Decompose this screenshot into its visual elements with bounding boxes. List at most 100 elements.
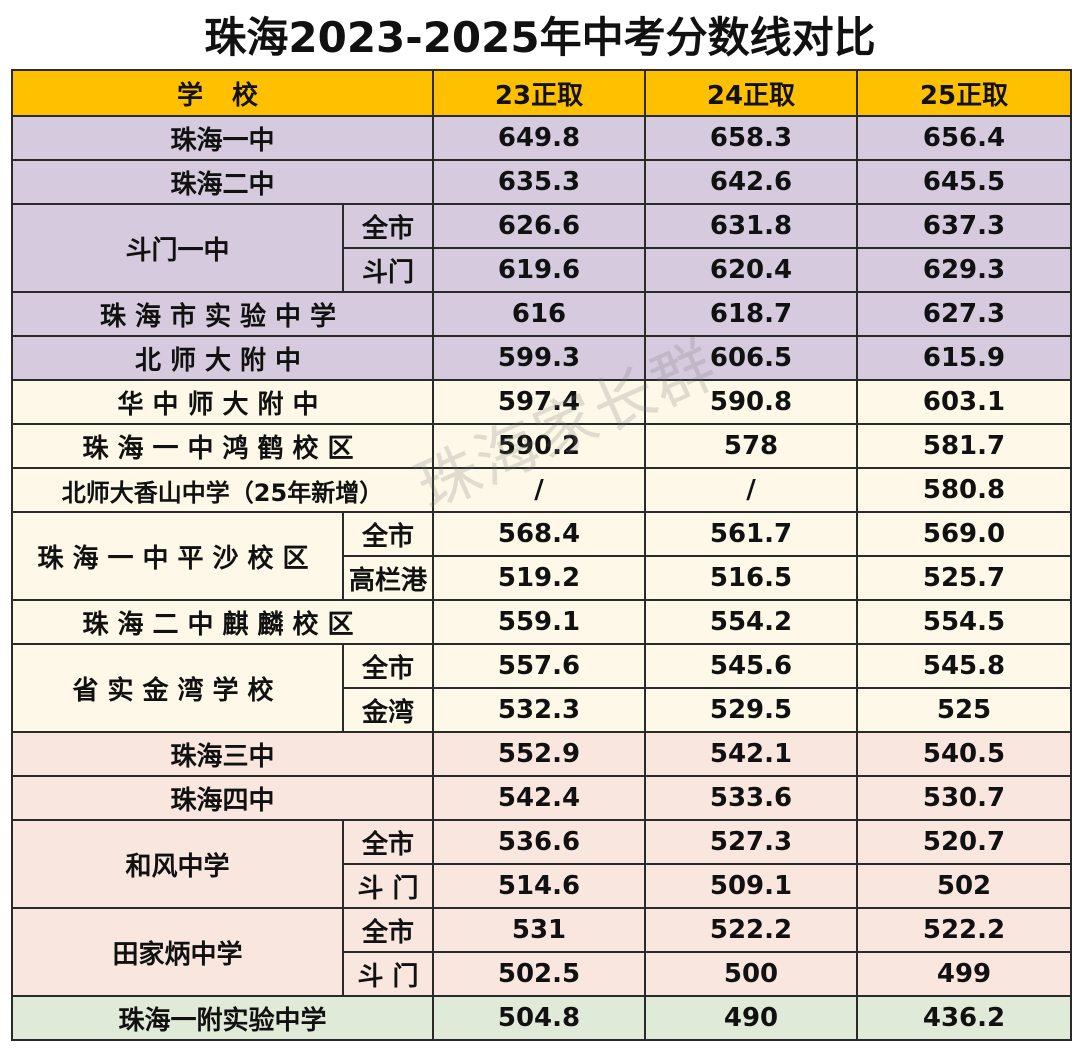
score-2025: 656.4: [856, 115, 1072, 161]
quota-category: 斗 门: [342, 951, 434, 997]
score-2024: 561.7: [644, 511, 858, 557]
table-row: 珠海四中 542.4 533.6 530.7: [11, 775, 1072, 821]
table-row: 珠海二中麒麟校区 559.1 554.2 554.5: [11, 599, 1072, 645]
score-2023: 616: [432, 291, 646, 337]
header-2025: 25正取: [856, 69, 1072, 117]
table-row: 珠海二中 635.3 642.6 645.5: [11, 159, 1072, 205]
quota-category: 斗门: [342, 247, 434, 293]
quota-category: 全市: [342, 203, 434, 249]
table-row: 斗门一中 全市 626.6 631.8 637.3: [11, 203, 1072, 293]
quota-category: 全市: [342, 819, 434, 865]
score-2024: 500: [644, 951, 858, 997]
score-2025: 629.3: [856, 247, 1072, 293]
score-2025: 603.1: [856, 379, 1072, 425]
school-name: 珠海四中: [11, 775, 434, 821]
table-row: 珠海三中 552.9 542.1 540.5: [11, 731, 1072, 777]
score-2023: 599.3: [432, 335, 646, 381]
score-2025: 627.3: [856, 291, 1072, 337]
table-row: 高栏港 519.2 516.5 525.7: [12, 555, 1072, 601]
score-2023: 531: [432, 907, 646, 953]
table-row: 北师大香山中学（25年新增） / / 580.8: [11, 467, 1072, 513]
table-row: 珠海市实验中学 616 618.7 627.3: [11, 291, 1072, 337]
table-row: 珠海一中鸿鹤校区 590.2 578 581.7: [11, 423, 1072, 469]
table-row: 省实金湾学校 全市 557.6 545.6 545.8: [11, 643, 1072, 733]
score-2025: 436.2: [856, 995, 1072, 1041]
score-2025: 525: [856, 687, 1072, 733]
score-2025: 645.5: [856, 159, 1072, 205]
header-school: 学 校: [11, 69, 434, 117]
score-2024: 522.2: [644, 907, 858, 953]
score-2024: 658.3: [644, 115, 858, 161]
table-row: 田家炳中学 全市 531 522.2 522.2: [11, 907, 1072, 997]
score-2025: 615.9: [856, 335, 1072, 381]
score-2023: 502.5: [432, 951, 646, 997]
page-title: 珠海2023-2025年中考分数线对比: [204, 13, 876, 62]
score-2024: 578: [644, 423, 858, 469]
score-2025: 637.3: [856, 203, 1072, 249]
score-2023: 536.6: [432, 819, 646, 865]
school-name: 省实金湾学校: [11, 643, 344, 733]
score-2025: 522.2: [856, 907, 1072, 953]
school-name: 和风中学: [11, 819, 344, 909]
score-2024: 509.1: [644, 863, 858, 909]
score-2023: 568.4: [432, 511, 646, 557]
score-2025: 530.7: [856, 775, 1072, 821]
score-2025: 499: [856, 951, 1072, 997]
table-row: 珠海一附实验中学 504.8 490 436.2: [11, 995, 1072, 1041]
score-2023: /: [432, 467, 646, 513]
score-2023: 649.8: [432, 115, 646, 161]
score-2025: 540.5: [856, 731, 1072, 777]
school-name: 珠海二中麒麟校区: [11, 599, 434, 645]
score-2025: 525.7: [856, 555, 1072, 601]
table-row: 斗门 619.6 620.4 629.3: [12, 247, 1072, 293]
score-2023: 504.8: [432, 995, 646, 1041]
table-row: 珠海一中平沙校区 全市 568.4 561.7 569.0: [11, 511, 1072, 601]
table-row: 斗 门 502.5 500 499: [12, 951, 1072, 997]
score-2024: 620.4: [644, 247, 858, 293]
header-2024: 24正取: [644, 69, 858, 117]
score-2024: 631.8: [644, 203, 858, 249]
quota-category: 金湾: [342, 687, 434, 733]
score-2023: 635.3: [432, 159, 646, 205]
score-2025: 581.7: [856, 423, 1072, 469]
score-2023: 559.1: [432, 599, 646, 645]
score-2025: 520.7: [856, 819, 1072, 865]
school-name: 珠海二中: [11, 159, 434, 205]
school-name: 珠海三中: [11, 731, 434, 777]
score-2023: 590.2: [432, 423, 646, 469]
quota-category: 斗 门: [342, 863, 434, 909]
table-row: 和风中学 全市 536.6 527.3 520.7: [11, 819, 1072, 909]
score-comparison-table: 学 校 23正取 24正取 25正取 珠海一中 649.8 658.3 656.…: [11, 69, 1072, 1041]
score-2023: 542.4: [432, 775, 646, 821]
score-2023: 552.9: [432, 731, 646, 777]
header-row: 学 校 23正取 24正取 25正取: [11, 69, 1072, 117]
score-2024: 618.7: [644, 291, 858, 337]
score-2024: 542.1: [644, 731, 858, 777]
header-2023: 23正取: [432, 69, 646, 117]
quota-category: 全市: [342, 643, 434, 689]
score-2023: 519.2: [432, 555, 646, 601]
score-2025: 554.5: [856, 599, 1072, 645]
score-2024: 529.5: [644, 687, 858, 733]
score-2024: 527.3: [644, 819, 858, 865]
score-2024: 516.5: [644, 555, 858, 601]
score-2025: 502: [856, 863, 1072, 909]
score-2025: 580.8: [856, 467, 1072, 513]
quota-category: 全市: [342, 511, 434, 557]
quota-category: 高栏港: [342, 555, 434, 601]
score-2024: 490: [644, 995, 858, 1041]
school-name: 北师大附中: [11, 335, 434, 381]
score-2023: 532.3: [432, 687, 646, 733]
table-row: 北师大附中 599.3 606.5 615.9: [11, 335, 1072, 381]
score-2024: 545.6: [644, 643, 858, 689]
table-row: 金湾 532.3 529.5 525: [12, 687, 1072, 733]
school-name: 华中师大附中: [11, 379, 434, 425]
quota-category: 全市: [342, 907, 434, 953]
school-name: 珠海一中平沙校区: [11, 511, 344, 601]
score-2024: 606.5: [644, 335, 858, 381]
school-name: 珠海一附实验中学: [11, 995, 434, 1041]
school-name: 珠海市实验中学: [11, 291, 434, 337]
score-2024: /: [644, 467, 858, 513]
score-2024: 533.6: [644, 775, 858, 821]
score-2024: 590.8: [644, 379, 858, 425]
